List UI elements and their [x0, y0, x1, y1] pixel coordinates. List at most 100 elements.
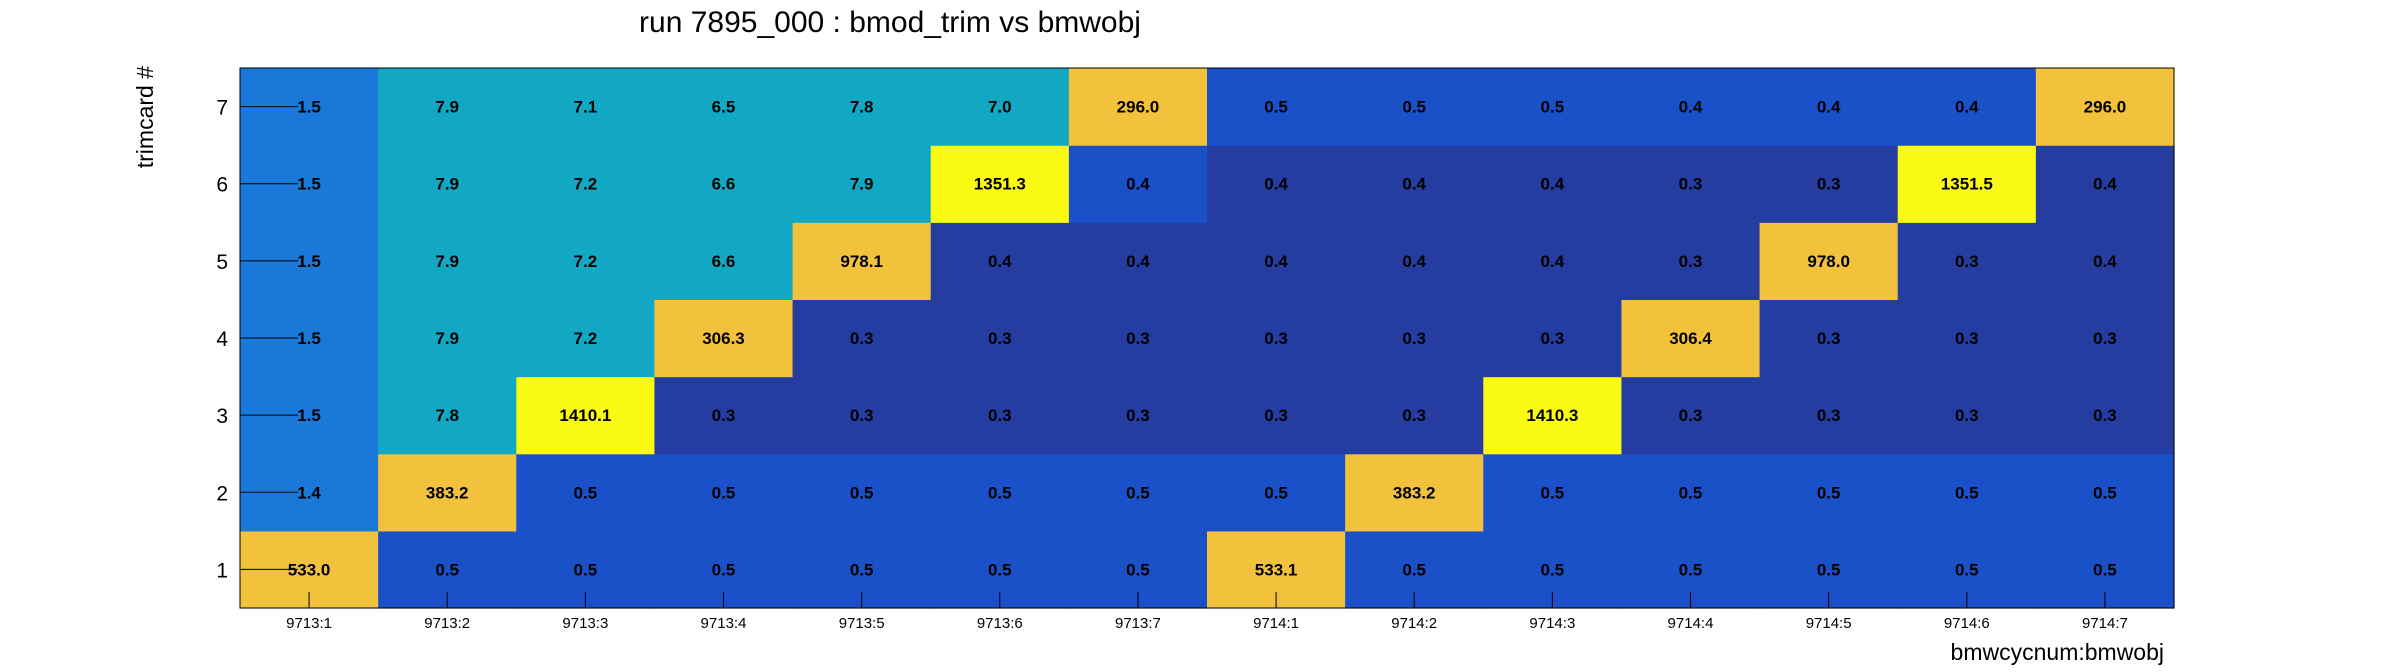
- heatmap-cell: [378, 145, 517, 223]
- cell-value-label: 0.5: [1679, 483, 1703, 502]
- cell-value-label: 0.3: [1817, 329, 1841, 348]
- heatmap-cell: [1483, 376, 1623, 455]
- y-tick-label: 7: [216, 97, 228, 120]
- heatmap-cell: [1207, 145, 1346, 223]
- heatmap-cell: [1345, 145, 1484, 223]
- cell-value-label: 0.4: [2093, 175, 2117, 194]
- heatmap-cell: [930, 453, 1070, 532]
- cell-value-label: 0.4: [1402, 252, 1426, 271]
- x-tick-label: 9713:2: [424, 615, 470, 632]
- heatmap-cell: [1068, 453, 1208, 532]
- cell-value-label: 0.3: [988, 329, 1012, 348]
- heatmap-cell: [1483, 299, 1623, 378]
- heatmap-cell: [1621, 222, 1761, 301]
- heatmap-cell: [1207, 376, 1346, 455]
- cell-value-label: 0.3: [1817, 406, 1841, 425]
- heatmap-cell: [378, 68, 517, 146]
- cell-value-label: 7.9: [435, 329, 459, 348]
- cell-value-label: 978.1: [840, 252, 883, 271]
- cell-value-label: 7.9: [435, 98, 459, 117]
- x-tick-label: 9713:5: [839, 615, 885, 632]
- heatmap-cell: [1345, 222, 1484, 301]
- heatmap-cell: [516, 376, 656, 455]
- cell-value-label: 0.3: [1817, 175, 1841, 194]
- cell-value-label: 6.5: [712, 98, 736, 117]
- cell-value-label: 0.4: [988, 252, 1012, 271]
- heatmap-cell: [1897, 222, 2037, 301]
- cell-value-label: 0.4: [1679, 98, 1703, 117]
- cell-value-label: 0.3: [1955, 329, 1979, 348]
- heatmap-cell: [1207, 453, 1346, 532]
- heatmap-cell: [2035, 453, 2175, 532]
- heatmap-cell: [1621, 145, 1761, 223]
- cell-value-label: 306.3: [702, 329, 745, 348]
- cell-value-label: 0.3: [712, 406, 736, 425]
- x-tick-label: 9714:6: [1944, 615, 1990, 632]
- heatmap-cell: [654, 145, 794, 223]
- cell-value-label: 0.5: [1817, 483, 1841, 502]
- y-tick-label: 1: [216, 559, 228, 582]
- heatmap-cell: [1897, 453, 2037, 532]
- heatmap-cell: [1068, 376, 1208, 455]
- heatmap-cell: [516, 453, 656, 532]
- heatmap-cell: [792, 299, 932, 378]
- heatmap-cell: [1759, 299, 1899, 378]
- heatmap-cell: [378, 222, 517, 301]
- cell-value-label: 383.2: [1393, 483, 1436, 502]
- heatmap-cell: [654, 68, 794, 146]
- cell-value-label: 0.5: [1264, 483, 1288, 502]
- cell-value-label: 0.3: [2093, 329, 2117, 348]
- heatmap-cell: [654, 453, 794, 532]
- x-axis-label: bmwcycnum:bmwobj: [1951, 639, 2164, 665]
- cell-value-label: 0.4: [1126, 252, 1150, 271]
- cell-value-label: 0.3: [1679, 175, 1703, 194]
- heatmap-cell: [1483, 68, 1623, 146]
- cell-value-label: 1.5: [297, 98, 321, 117]
- heatmap-cell: [378, 376, 517, 455]
- cell-value-label: 7.9: [435, 175, 459, 194]
- cell-value-label: 0.5: [1541, 98, 1565, 117]
- heatmap-cell: [1207, 68, 1346, 146]
- heatmap-cell: [1759, 222, 1899, 301]
- x-tick-label: 9714:4: [1668, 615, 1714, 632]
- cell-value-label: 0.4: [1955, 98, 1979, 117]
- x-tick-label: 9714:7: [2082, 615, 2128, 632]
- cell-value-label: 0.5: [1126, 560, 1150, 579]
- cell-value-label: 0.4: [1541, 252, 1565, 271]
- heatmap-cell: [2035, 145, 2175, 223]
- cell-value-label: 0.3: [988, 406, 1012, 425]
- heatmap-cell: [792, 222, 932, 301]
- cell-labels: 533.0 0.5 0.5 0.5 0.5 0.5 0.5 533.1 0.5 0.5 0.5 0.5…: [288, 98, 2126, 580]
- cell-value-label: 6.6: [712, 252, 736, 271]
- heatmap-cell: [516, 299, 656, 378]
- cell-value-label: 0.3: [850, 329, 874, 348]
- cell-value-label: 7.1: [574, 98, 598, 117]
- cell-value-label: 0.3: [1402, 406, 1426, 425]
- cell-value-label: 7.9: [850, 175, 874, 194]
- cell-value-label: 0.5: [574, 560, 598, 579]
- y-axis-label: trimcard #: [132, 66, 158, 168]
- heatmap-cell: [654, 222, 794, 301]
- cell-value-label: 1410.3: [1526, 406, 1578, 425]
- heatmap-cell: [2035, 68, 2175, 146]
- heatmap-cell: [792, 68, 932, 146]
- cell-value-label: 6.6: [712, 175, 736, 194]
- heatmap-cell: [1345, 453, 1484, 532]
- cell-value-label: 0.4: [1817, 98, 1841, 117]
- cell-value-label: 296.0: [1117, 98, 1160, 117]
- cell-value-label: 306.4: [1669, 329, 1712, 348]
- heatmap-cell: [1897, 376, 2037, 455]
- cell-value-label: 7.9: [435, 252, 459, 271]
- cell-value-label: 7.2: [574, 329, 598, 348]
- heatmap-cell: [378, 299, 517, 378]
- cell-value-label: 0.4: [1264, 175, 1288, 194]
- cell-value-label: 1.5: [297, 252, 321, 271]
- cell-value-label: 533.1: [1255, 560, 1298, 579]
- y-tick-label: 2: [216, 482, 228, 505]
- y-tick-label: 6: [216, 174, 228, 197]
- heatmap-cell: [1068, 299, 1208, 378]
- heatmap-cell: [1759, 376, 1899, 455]
- heatmap-cell: [930, 299, 1070, 378]
- cell-value-label: 0.5: [850, 483, 874, 502]
- cell-value-label: 0.3: [1126, 329, 1150, 348]
